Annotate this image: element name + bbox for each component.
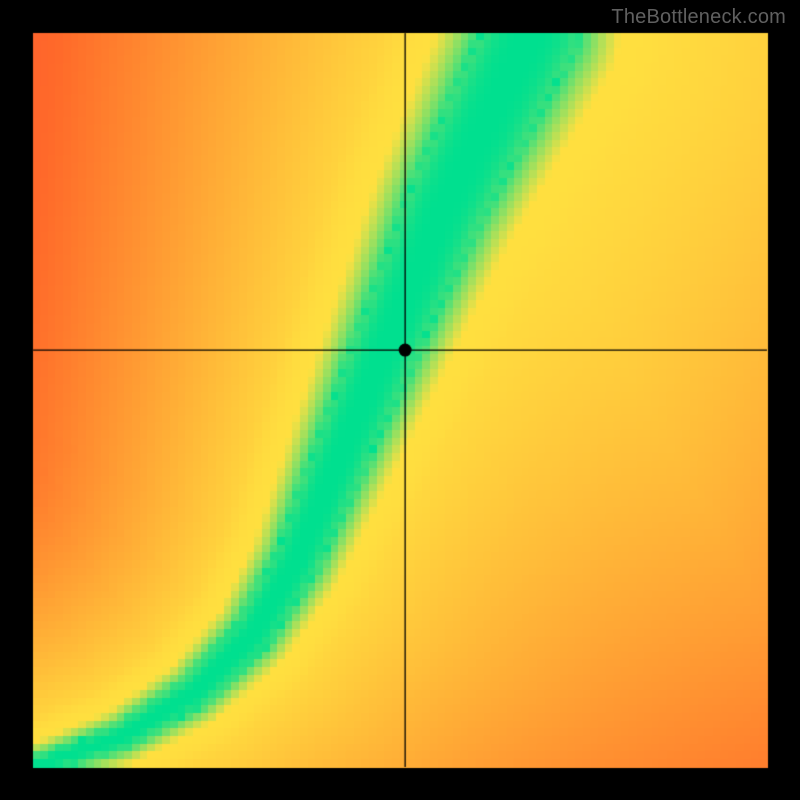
heatmap-canvas	[0, 0, 800, 800]
chart-container: TheBottleneck.com	[0, 0, 800, 800]
watermark-text: TheBottleneck.com	[611, 6, 786, 29]
